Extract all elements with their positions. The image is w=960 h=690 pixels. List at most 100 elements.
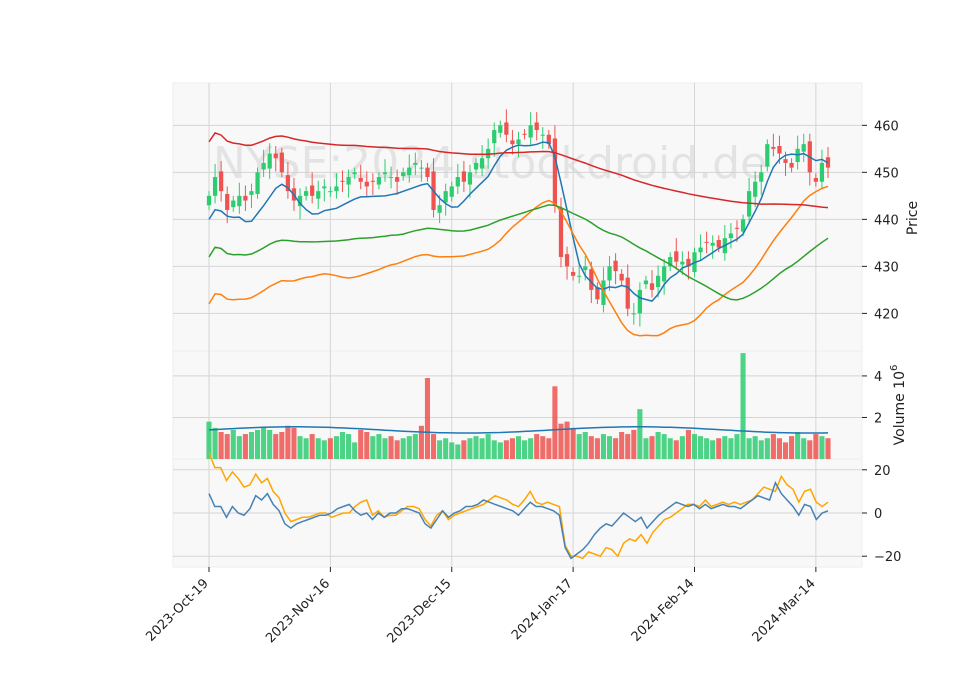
volume-bar: [704, 438, 710, 459]
volume-bar: [740, 353, 746, 459]
candle-body: [783, 159, 788, 163]
moving-average-lines: [208, 131, 829, 337]
volume-bar: [637, 409, 643, 459]
candle-body: [322, 186, 327, 189]
candle-body: [740, 219, 746, 232]
volume-bar: [691, 434, 698, 459]
indicator-line-b: [208, 480, 829, 560]
ma-50-line: [208, 204, 829, 301]
volume-bar: [491, 440, 497, 459]
volume-axis-label-text: Volume 10: [892, 371, 908, 445]
volume-bar: [352, 442, 358, 459]
volume-bar: [242, 434, 248, 459]
candle-body: [297, 195, 303, 207]
volume-bar: [230, 429, 236, 459]
candle-body: [728, 233, 734, 239]
candle-body: [595, 287, 600, 300]
volume-bar: [509, 438, 515, 459]
candle-body: [637, 289, 642, 314]
volume-bar: [698, 436, 704, 459]
ma-10-line: [208, 141, 829, 302]
volume-bar: [206, 421, 212, 459]
volume-bar: [558, 423, 564, 459]
candle-body: [704, 241, 709, 243]
candle-body: [528, 125, 533, 138]
volume-bar: [333, 436, 339, 459]
volume-bar: [455, 444, 461, 459]
volume-bar: [358, 429, 364, 459]
candle-body: [370, 180, 375, 182]
candle-body: [328, 191, 333, 193]
candle-body: [753, 181, 758, 197]
candle-body: [346, 177, 351, 185]
candle-body: [212, 177, 218, 196]
volume-bar: [279, 432, 285, 459]
volume-bar: [825, 438, 831, 459]
volume-bar: [649, 436, 655, 459]
candle-body: [534, 122, 539, 131]
candle-body: [419, 167, 424, 169]
volume-bar: [594, 438, 600, 459]
volume-bar: [685, 429, 691, 459]
volume-bar: [746, 438, 752, 459]
volume-bar: [631, 429, 637, 459]
volume-bar: [248, 432, 255, 459]
volume-bar: [430, 434, 437, 459]
volume-bar: [267, 429, 273, 459]
x-tick-label: 2023-Dec-15: [384, 576, 454, 646]
volume-bar: [576, 434, 582, 459]
volume-bar: [819, 436, 825, 459]
ma-200-line: [208, 131, 829, 209]
candle-body: [340, 180, 345, 182]
candle-body: [577, 275, 582, 277]
volume-bar: [218, 432, 224, 459]
candle-body: [479, 158, 485, 169]
indicator-y-axis: −20 0 20: [862, 464, 901, 565]
candle-body: [425, 167, 430, 178]
watermark: NYSE:2024 stockdroid.de: [213, 138, 767, 189]
volume-bar: [801, 438, 807, 459]
x-tick-label: 2023-Oct-19: [143, 576, 211, 644]
candle-body: [334, 186, 339, 192]
volume-bar: [600, 434, 607, 459]
volume-bar: [449, 442, 455, 459]
candle-body: [546, 134, 551, 145]
candle-body: [237, 195, 242, 207]
candle-body: [413, 162, 418, 165]
volume-bar: [710, 440, 716, 459]
candle-body: [401, 172, 406, 177]
volume-bar: [570, 427, 576, 459]
candle-body: [388, 177, 394, 179]
candle-body: [473, 162, 479, 170]
volume-bar: [679, 436, 685, 459]
y-tick-label: −20: [874, 550, 901, 565]
volume-bar: [261, 427, 267, 459]
candle-body: [249, 191, 254, 195]
x-tick-label: 2024-Jan-17: [509, 576, 576, 643]
candle-body: [570, 272, 576, 276]
candle-body: [662, 266, 667, 282]
volume-bar: [758, 440, 764, 459]
volume-bar: [467, 438, 473, 459]
volume-bar: [327, 438, 333, 459]
volume-bar: [534, 434, 540, 459]
price-y-axis: 420 430 440 450 460: [862, 119, 899, 322]
volume-bar: [813, 434, 819, 459]
candle-body: [364, 181, 369, 187]
candle-body: [613, 260, 618, 272]
volume-bar: [776, 438, 782, 459]
candle-body: [504, 122, 509, 135]
volume-bar: [734, 434, 740, 459]
volume-bar: [522, 440, 528, 459]
volume-bar: [285, 425, 291, 459]
volume-bar: [364, 432, 370, 459]
volume-bar: [588, 436, 594, 459]
candle-body: [206, 195, 212, 206]
volume-bar: [673, 440, 679, 459]
volume-bar: [297, 436, 303, 459]
candle-body: [243, 195, 248, 201]
volume-bar: [303, 438, 309, 459]
candle-body: [395, 177, 400, 182]
candle-body: [631, 313, 636, 315]
